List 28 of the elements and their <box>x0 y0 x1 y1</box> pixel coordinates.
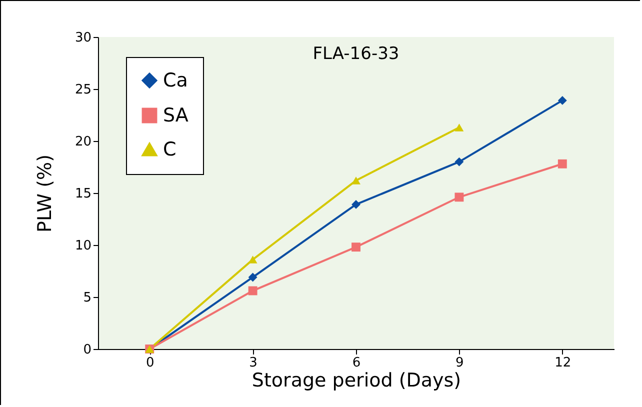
legend-label: Ca <box>163 70 188 92</box>
y-tick-label: 0 <box>83 342 92 358</box>
point <box>454 192 464 202</box>
legend-label: C <box>163 138 176 160</box>
x-tick-label: 6 <box>352 356 361 370</box>
point <box>454 157 464 166</box>
point <box>454 124 464 132</box>
legend-label: SA <box>163 104 188 126</box>
point <box>558 96 567 105</box>
y-tick-label: 15 <box>74 186 92 202</box>
chart-title: FLA-16-33 <box>312 44 400 64</box>
y-tick-label: 5 <box>83 290 92 306</box>
point <box>352 200 360 209</box>
y-tick-label: 30 <box>74 30 92 46</box>
y-tick-label: 10 <box>74 238 92 254</box>
x-axis-title: Storage period (Days) <box>252 370 462 392</box>
point <box>558 159 567 168</box>
y-axis-title: PLW (%) <box>34 154 56 233</box>
y-tick-label: 20 <box>74 134 92 150</box>
point <box>352 176 360 184</box>
y-tick-label: 25 <box>74 82 92 98</box>
point <box>248 272 258 282</box>
point <box>248 286 258 296</box>
point <box>352 242 360 252</box>
x-tick-label: 9 <box>456 356 464 370</box>
x-tick-label: 3 <box>249 356 258 370</box>
x-tick-label: 12 <box>554 356 572 370</box>
x-tick-label: 0 <box>146 356 154 370</box>
